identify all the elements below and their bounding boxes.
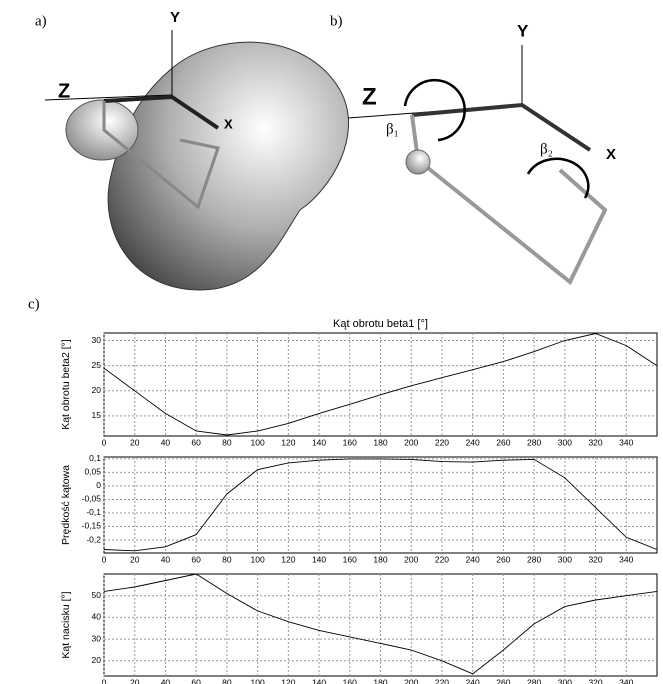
y-tick-label: 40 [92,612,102,622]
y-tick-label: 0,05 [84,467,101,477]
x-tick-label: 200 [404,554,418,564]
x-tick-label: 60 [191,437,201,447]
x-tick-label: 20 [130,554,140,564]
x-tick-label: 80 [222,554,232,564]
axis-letter: X [224,116,233,131]
x-tick-label: 340 [619,437,633,447]
x-tick-label: 200 [404,437,418,447]
x-tick-label: 60 [191,677,201,684]
x-tick-label: 320 [588,677,602,684]
x-tick-label: 100 [251,554,265,564]
x-tick-label: 140 [312,677,326,684]
x-tick-label: 240 [466,554,480,564]
y-tick-label: 25 [92,360,102,370]
x-tick-label: 80 [222,677,232,684]
y-tick-label: 20 [92,385,102,395]
x-tick-label: 280 [527,677,541,684]
x-tick-label: 220 [435,437,449,447]
axis-letter: X [606,146,616,163]
axis-letter: Z [58,80,70,102]
y-tick-label: -0,05 [82,494,102,504]
axis-letter: Z [362,83,377,110]
plot-area [104,333,657,436]
axis-letter: Y [170,9,180,26]
y-tick-label: 50 [92,590,102,600]
chart-title: Kąt obrotu beta1 [°] [333,318,428,330]
y-tick-label: 30 [92,633,102,643]
panel-label: c) [28,296,40,312]
x-tick-label: 100 [251,677,265,684]
angle-label: β₂ [540,141,553,157]
x-tick-label: 260 [496,437,510,447]
angle-label: β₁ [386,121,399,137]
panel-label: b) [330,13,343,29]
y-tick-label: 20 [92,655,102,665]
x-tick-label: 200 [404,677,418,684]
x-tick-label: 100 [251,437,265,447]
x-tick-label: 320 [588,554,602,564]
x-tick-label: 180 [373,554,387,564]
x-tick-label: 300 [558,677,572,684]
x-tick-label: 40 [161,677,171,684]
x-tick-label: 180 [373,677,387,684]
x-tick-label: 120 [281,554,295,564]
page: a) b) c) Z Y X Z Y X β₁ β₂ 0 20 40 60 80 100 1… [0,0,663,684]
y-tick-label: 15 [92,410,102,420]
y-tick-label: 0 [96,480,101,490]
x-tick-label: 340 [619,554,633,564]
x-tick-label: 180 [373,437,387,447]
x-tick-label: 260 [496,677,510,684]
y-axis-label: Kąt obrotu beta2 [°] [60,339,72,430]
x-tick-label: 40 [161,437,171,447]
x-tick-label: 160 [343,677,357,684]
x-tick-label: 300 [558,554,572,564]
x-tick-label: 320 [588,437,602,447]
x-tick-label: 20 [130,437,140,447]
x-tick-label: 120 [281,677,295,684]
x-tick-label: 20 [130,677,140,684]
x-tick-label: 80 [222,437,232,447]
x-tick-label: 300 [558,437,572,447]
x-tick-label: 40 [161,554,171,564]
y-tick-label: 0,1 [89,453,101,463]
x-tick-label: 0 [102,554,107,564]
x-tick-label: 120 [281,437,295,447]
x-tick-label: 140 [312,554,326,564]
x-tick-label: 240 [466,677,480,684]
x-tick-label: 240 [466,437,480,447]
x-tick-label: 280 [527,554,541,564]
x-tick-label: 260 [496,554,510,564]
x-tick-label: 220 [435,554,449,564]
x-tick-label: 0 [102,437,107,447]
x-tick-label: 0 [102,677,107,684]
figure: a) b) c) Z Y X Z Y X β₁ β₂ 0 20 40 60 80 100 1… [0,0,663,684]
y-axis-label: Kąt nacisku [°] [60,591,72,658]
y-tick-label: 30 [92,335,102,345]
y-tick-label: -0,2 [86,534,101,544]
x-tick-label: 220 [435,677,449,684]
diagram-a [45,30,349,290]
y-axis-label: Prędkość kątowa [60,465,72,545]
x-tick-label: 280 [527,437,541,447]
panel-label: a) [35,13,47,29]
y-tick-label: -0,1 [86,507,101,517]
x-tick-label: 140 [312,437,326,447]
x-tick-label: 160 [343,554,357,564]
x-tick-label: 60 [191,554,201,564]
x-tick-label: 340 [619,677,633,684]
axis-letter: Y [517,21,529,40]
y-tick-label: -0,15 [82,521,102,531]
diagram-b [348,45,605,282]
x-tick-label: 160 [343,437,357,447]
